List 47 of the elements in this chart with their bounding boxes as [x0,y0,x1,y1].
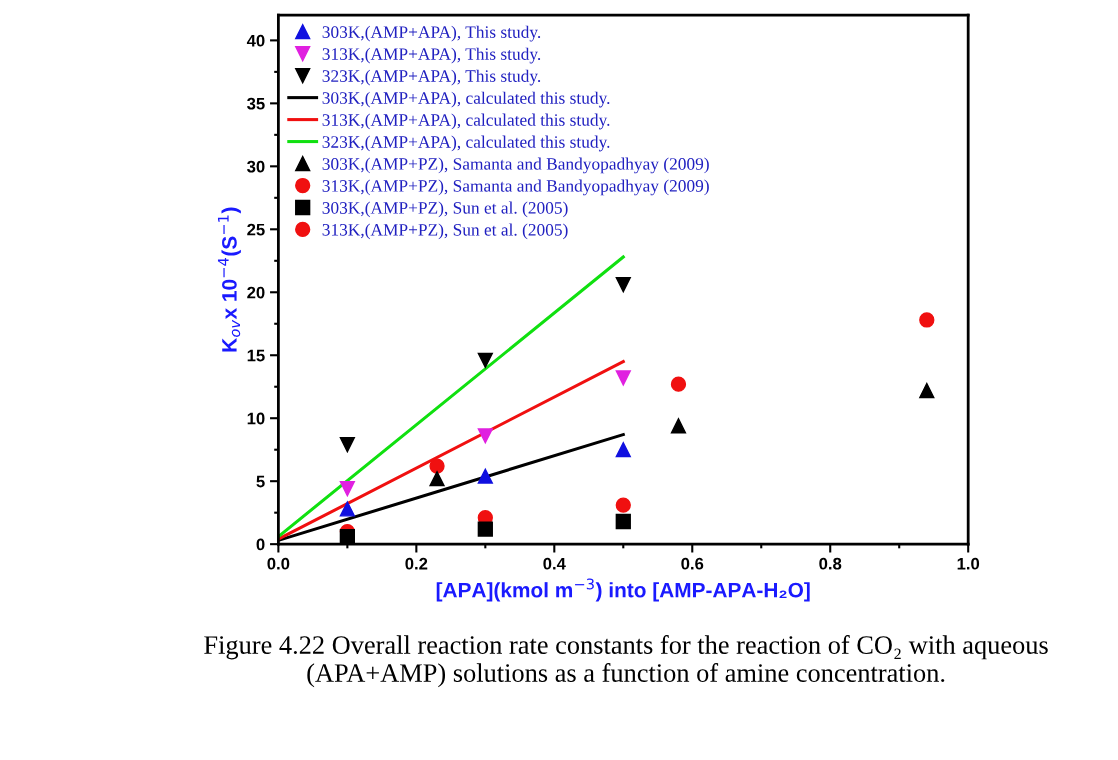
x-tick-label: 1.0 [957,557,980,570]
legend-label: 313K,(AMP+PZ), Sun et al. (2005) [322,223,568,240]
point [339,437,356,453]
point [339,481,356,497]
y-tick-label: 25 [247,223,265,236]
x-axis-title: [APA](kmol m$^{−3}$) into [AMP-APA-H₂O] [436,578,810,602]
point [670,376,687,392]
legend-label: 303K,(AMP+PZ), Sun et al. (2005) [322,201,568,218]
legend-label: 303K,(AMP+APA), This study. [322,25,541,42]
legend-label: 313K,(AMP+PZ), Samanta and Bandyopadhyay (2009) [322,179,709,196]
point [429,471,445,487]
y-tick-label: 10 [247,412,265,425]
x-tick-label: 0.4 [543,557,566,570]
point [477,428,493,444]
point [477,468,493,484]
x-tick-label: 0.0 [267,557,290,570]
y-tick-label: 15 [247,349,265,362]
point [477,521,493,537]
y-axis-title: K$_{ov}$x 10$^{−4}$(S$^{−1}$) [217,207,241,352]
legend-label: 323K,(AMP+APA), calculated this study. [322,135,610,152]
y-tick-label: 0 [256,538,265,551]
y-tick-label: 35 [247,97,265,110]
legend-label: 303K,(AMP+APA), calculated this study. [322,91,610,108]
legend-label: 313K,(AMP+APA), calculated this study. [322,113,610,130]
legend-label: 323K,(AMP+APA), This study. [322,69,541,86]
y-tick-label: 5 [256,475,265,488]
point [339,528,356,545]
point [919,312,935,328]
y-tick-label: 40 [246,34,265,47]
y-tick-label: 20 [247,286,265,299]
x-tick-label: 0.8 [819,557,842,570]
point [615,370,631,386]
point [339,501,356,517]
y-tick-label: 30 [247,160,265,173]
x-tick-label: 0.2 [405,557,428,570]
x-tick-label: 0.6 [681,557,704,570]
point [615,513,631,530]
legend-label: 313K,(AMP+APA), This study. [322,47,541,64]
point [615,442,631,458]
point [919,382,935,399]
point [615,497,631,513]
point [670,418,687,434]
legend-label: 303K,(AMP+PZ), Samanta and Bandyopadhyay (2009) [322,157,709,174]
point [615,277,631,293]
caption: Figure 4.22 Overall reaction rate constants for the reaction of CO₂ with aqueous (APA+AMP) solutions as a function of amine concentration. [204,635,1048,688]
point [429,458,445,474]
point [477,352,493,368]
